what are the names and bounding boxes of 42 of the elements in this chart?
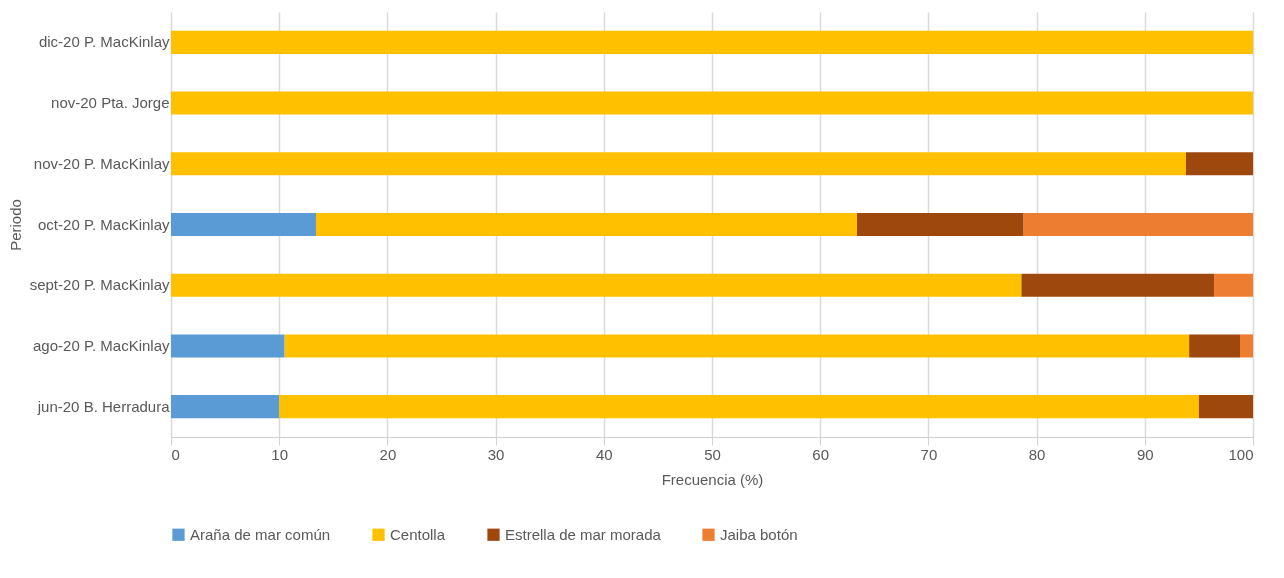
y-tick-label: jun-20 B. Herradura — [36, 397, 171, 415]
y-tick-label: sept-20 P. MacKinlay — [29, 276, 170, 294]
y-tick-label: dic-20 P. MacKinlay — [38, 33, 170, 51]
x-tick-label: 40 — [595, 445, 613, 463]
bar — [171, 152, 1186, 176]
bar — [1198, 395, 1253, 419]
x-tick-label: 100 — [1228, 445, 1254, 463]
x-tick-label: 20 — [379, 445, 397, 463]
bar — [1185, 152, 1253, 176]
x-tick-label: 70 — [920, 445, 938, 463]
bar — [279, 395, 1199, 419]
y-tick-label: nov-20 Pta. Jorge — [51, 94, 170, 112]
y-tick-label: ago-20 P. MacKinlay — [33, 336, 170, 354]
bar — [1189, 334, 1241, 358]
x-tick-label: 0 — [171, 445, 180, 463]
bar — [284, 334, 1190, 358]
legend-label: Araña de mar común — [190, 525, 331, 543]
bar — [171, 273, 1022, 297]
bar — [171, 30, 1253, 54]
bar — [1021, 273, 1215, 297]
x-tick-label: 80 — [1028, 445, 1046, 463]
x-tick-label: 10 — [271, 445, 289, 463]
y-axis-title: Periodo — [6, 199, 24, 251]
bar — [171, 334, 285, 358]
x-axis-title: Frecuencia (%) — [661, 470, 764, 488]
bar — [171, 395, 280, 419]
x-tick-label: 60 — [812, 445, 830, 463]
bar — [1023, 212, 1253, 237]
x-tick-label: 50 — [704, 445, 721, 463]
bar — [315, 212, 857, 237]
bar — [1240, 334, 1253, 358]
legend-label: Jaiba botón — [720, 525, 798, 543]
y-tick-label: oct-20 P. MacKinlay — [38, 215, 170, 233]
bar — [171, 91, 1253, 115]
y-tick-label: nov-20 P. MacKinlay — [33, 154, 170, 172]
bar — [856, 212, 1024, 237]
legend-label: Estrella de mar morada — [505, 525, 662, 543]
bar — [171, 212, 316, 237]
legend-label: Centolla — [390, 525, 446, 543]
x-tick-label: 30 — [487, 445, 505, 463]
bar — [1214, 273, 1253, 297]
x-tick-label: 90 — [1136, 445, 1154, 463]
